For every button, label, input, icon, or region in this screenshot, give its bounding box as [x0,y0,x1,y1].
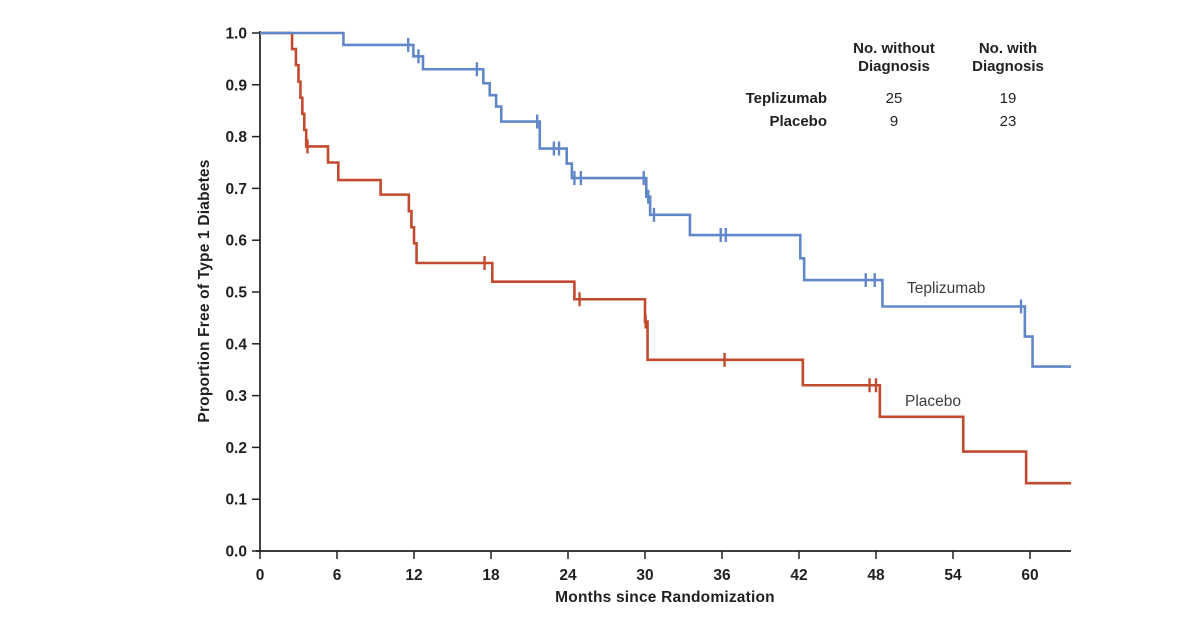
y-tick-label: 0.0 [225,544,247,561]
y-tick-label: 0.6 [225,233,247,250]
placebo-curve-label: Placebo [905,393,962,410]
table-row-label-teplizumab: Teplizumab [745,90,827,107]
x-tick-label: 60 [1021,567,1038,584]
x-tick-label: 54 [944,567,962,584]
y-axis-title: Proportion Free of Type 1 Diabetes [196,159,213,423]
placebo-with-count: 23 [999,113,1017,130]
y-tick-label: 0.7 [225,181,247,198]
y-tick-label: 0.5 [225,285,247,302]
y-tick-label: 0.2 [225,440,247,457]
x-tick-label: 48 [867,567,885,584]
x-tick-label: 30 [636,567,653,584]
x-tick-label: 6 [333,567,342,584]
x-tick-label: 18 [482,567,500,584]
y-tick-label: 0.1 [225,492,247,509]
x-tick-label: 0 [256,567,265,584]
teplizumab-with-count: 19 [999,90,1017,107]
table-header-with-diagnosis: No. with Diagnosis [972,40,1044,75]
x-tick-label: 36 [713,567,731,584]
y-tick-label: 0.4 [225,336,247,353]
teplizumab-curve [260,31,1072,368]
placebo-curve [260,31,1072,485]
teplizumab-curve-label: Teplizumab [907,280,986,297]
x-tick-label: 24 [559,567,577,584]
x-tick-label: 42 [790,567,807,584]
y-tick-label: 1.0 [225,26,247,43]
x-tick-label: 12 [405,567,422,584]
x-axis-title: Months since Randomization [555,589,775,606]
diagnosis-count-table: . No. without Diagnosis No. with Diagnos… [723,40,1065,136]
y-tick-label: 0.8 [225,129,247,146]
teplizumab-without-count: 25 [885,90,903,107]
y-tick-label: 0.9 [225,77,247,94]
table-header-without-diagnosis: No. without Diagnosis [853,40,935,75]
y-tick-label: 0.3 [225,388,247,405]
table-row-label-placebo: Placebo [769,113,827,130]
placebo-without-count: 9 [889,113,899,130]
